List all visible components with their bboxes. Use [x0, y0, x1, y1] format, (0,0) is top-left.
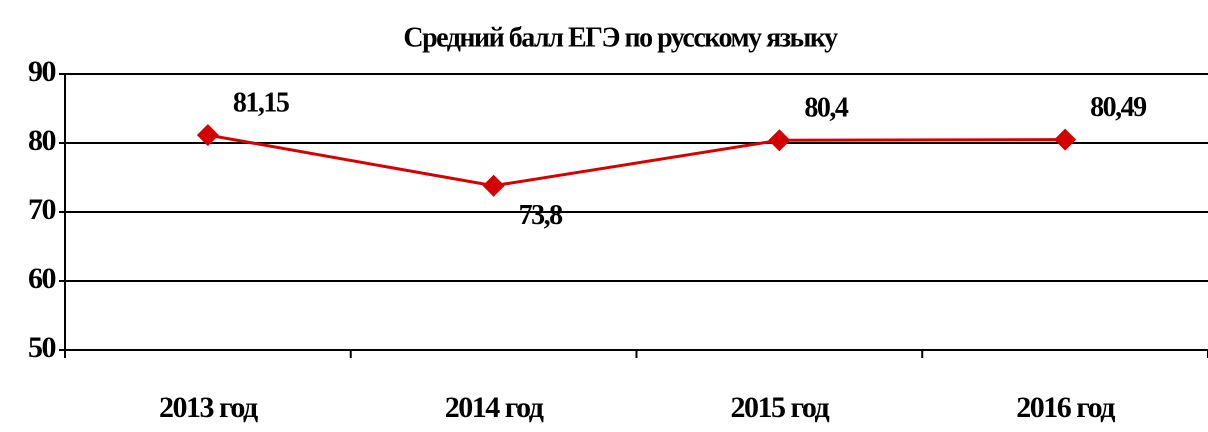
value-label: 80,4	[804, 93, 849, 124]
y-tick-label: 50	[28, 331, 56, 364]
value-label: 73,8	[519, 200, 564, 231]
x-tick-label: 2016 год	[1016, 391, 1115, 424]
y-tick-label: 60	[28, 262, 56, 295]
x-tick-label: 2013 год	[159, 391, 258, 424]
y-tick-label: 70	[28, 193, 56, 226]
y-tick-label: 90	[28, 55, 56, 88]
x-tick-label: 2014 год	[445, 391, 544, 424]
marker	[768, 129, 791, 152]
value-label: 80,49	[1090, 92, 1146, 123]
chart-title: Средний балл ЕГЭ по русскому языку	[403, 22, 838, 53]
y-tick-label: 80	[28, 124, 56, 157]
marker	[196, 124, 219, 147]
x-tick-label: 2015 год	[731, 391, 830, 424]
value-label: 81,15	[233, 87, 289, 118]
line	[207, 133, 1066, 188]
marker	[1054, 128, 1077, 151]
marker	[482, 174, 505, 197]
